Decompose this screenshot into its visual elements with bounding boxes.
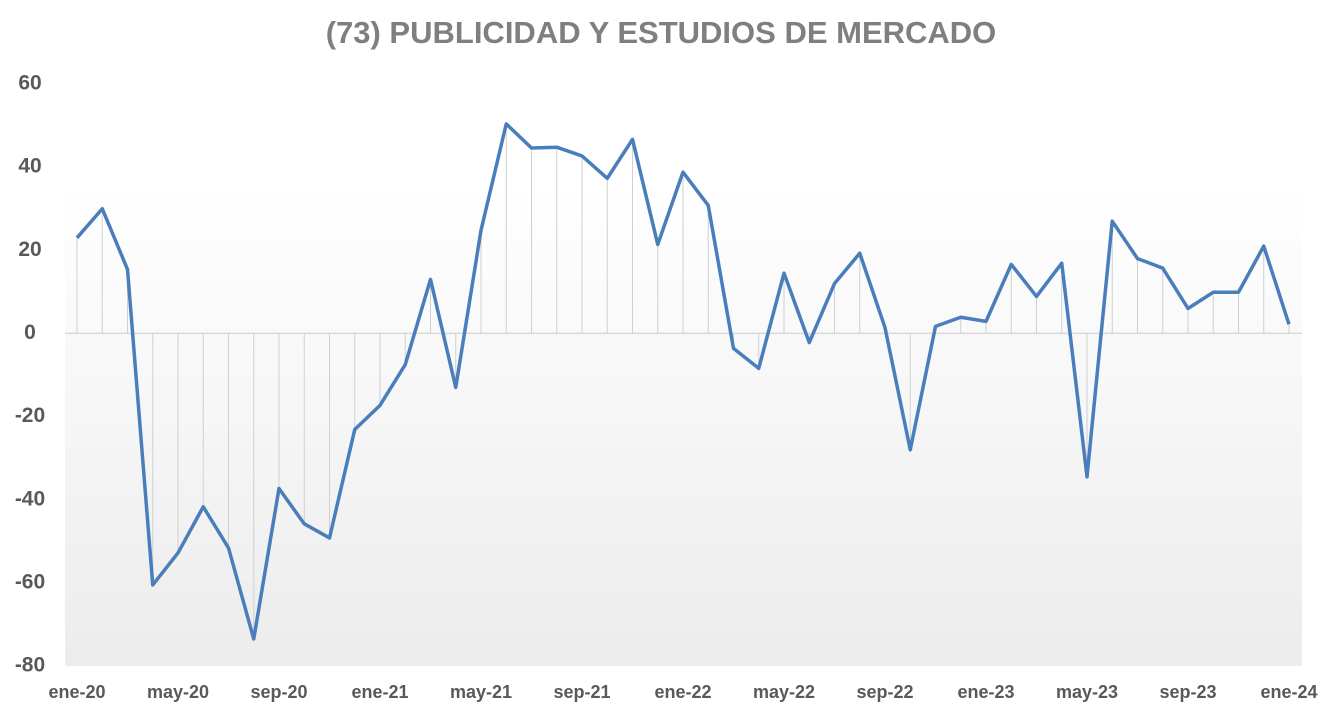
y-tick-label: -20 xyxy=(15,404,45,427)
x-tick-label: may-23 xyxy=(1056,682,1118,702)
x-tick-label: ene-21 xyxy=(351,682,408,702)
y-tick-label: -60 xyxy=(15,570,45,593)
chart-title: (73) PUBLICIDAD Y ESTUDIOS DE MERCADO xyxy=(326,15,997,50)
y-tick-label: -40 xyxy=(15,487,45,510)
x-tick-label: ene-23 xyxy=(957,682,1014,702)
x-tick-label: may-21 xyxy=(450,682,512,702)
y-tick-label: -80 xyxy=(15,654,45,677)
x-tick-label: ene-22 xyxy=(654,682,711,702)
y-tick-label: 0 xyxy=(24,321,36,344)
data-line xyxy=(75,122,1291,641)
y-tick-label: 40 xyxy=(18,155,41,178)
x-tick-label: sep-23 xyxy=(1159,682,1216,702)
x-tick-label: sep-20 xyxy=(250,682,307,702)
y-tick-label: 60 xyxy=(18,72,41,95)
x-tick-label: ene-20 xyxy=(48,682,105,702)
x-tick-label: may-22 xyxy=(753,682,815,702)
x-tick-label: ene-24 xyxy=(1260,682,1317,702)
y-tick-label: 20 xyxy=(18,238,41,261)
x-tick-label: may-20 xyxy=(147,682,209,702)
x-tick-label: sep-22 xyxy=(856,682,913,702)
x-tick-label: sep-21 xyxy=(553,682,610,702)
